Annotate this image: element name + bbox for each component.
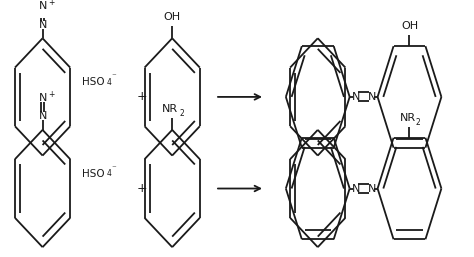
Text: N: N (38, 93, 47, 103)
Text: +: + (137, 182, 147, 195)
Text: 4: 4 (107, 169, 112, 178)
Text: HSO: HSO (82, 77, 105, 87)
Text: ⁻: ⁻ (111, 72, 116, 81)
Text: N: N (351, 92, 360, 102)
Text: N: N (351, 183, 360, 194)
Text: OH: OH (164, 12, 181, 22)
Text: NR: NR (162, 104, 178, 114)
Text: +: + (137, 90, 147, 103)
Text: 2: 2 (179, 109, 184, 118)
Text: +: + (48, 0, 55, 7)
Text: OH: OH (401, 21, 418, 31)
Text: N: N (38, 111, 47, 121)
Text: HSO: HSO (82, 169, 105, 179)
Text: 4: 4 (107, 78, 112, 87)
Text: NR: NR (400, 113, 416, 123)
Text: +: + (48, 90, 55, 99)
Text: N: N (367, 183, 376, 194)
Text: N: N (367, 92, 376, 102)
Text: N: N (38, 1, 47, 11)
Text: 2: 2 (416, 118, 420, 127)
Text: ⁻: ⁻ (111, 164, 116, 173)
Text: N: N (38, 20, 47, 30)
